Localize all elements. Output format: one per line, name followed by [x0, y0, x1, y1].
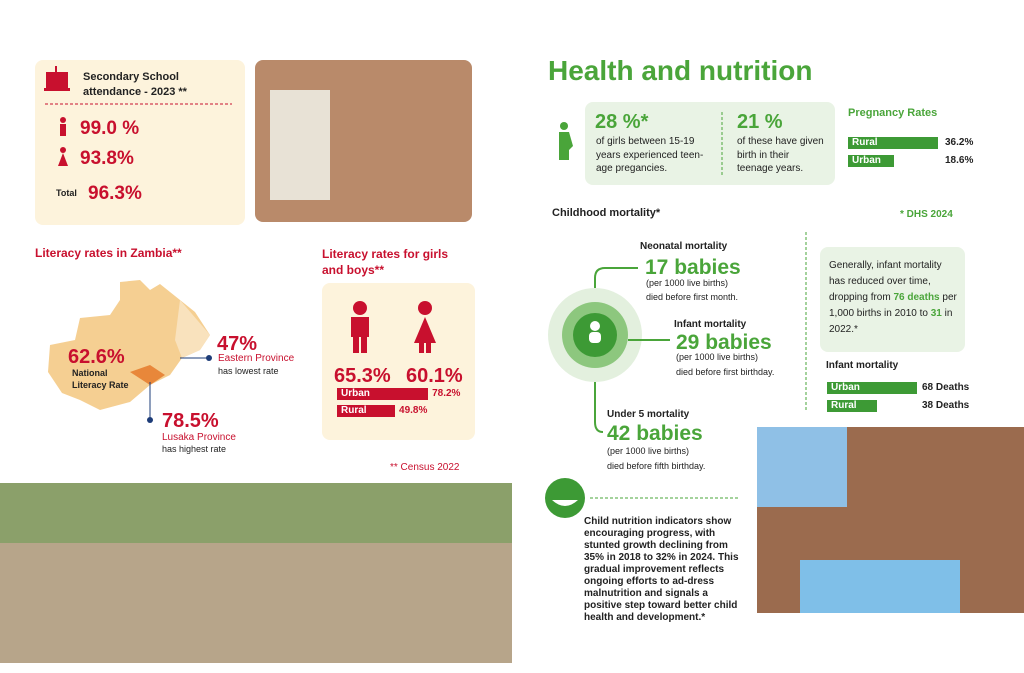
neonatal-unit: (per 1000 live births) [646, 278, 729, 288]
census-note: ** Census 2022 [390, 462, 460, 473]
girls-literacy: 60.1% [406, 365, 463, 387]
bar-label: Urban [831, 382, 860, 393]
nutrition-icon [545, 478, 585, 518]
pregnancy-rates-title: Pregnancy Rates [848, 107, 938, 119]
under5-unit: (per 1000 live births) [607, 446, 690, 456]
baby-icon [589, 321, 601, 343]
bar-label: Rural [831, 400, 857, 411]
eastern-rate: 47% [217, 333, 258, 355]
photo-sky [757, 427, 847, 507]
photo-board [270, 90, 330, 200]
lusaka-note: has highest rate [162, 444, 227, 454]
bar-value: 78.2% [432, 388, 461, 399]
bar [827, 382, 917, 394]
infant-title: Infant mortality [674, 319, 747, 330]
eastern-label: Eastern Province [218, 353, 295, 364]
teen-birth-value: 21 % [737, 111, 783, 133]
under5-text: died before fifth birthday. [607, 461, 706, 471]
bar [827, 400, 878, 412]
mortality-title: Childhood mortality* [552, 207, 661, 219]
note-highlight: 76 deaths [893, 292, 940, 303]
gender-icons [351, 301, 436, 353]
boys-attendance: 99.0 % [80, 118, 140, 139]
bar-value: 49.8% [399, 405, 428, 416]
infant-note: Generally, infant mortality has reduced … [829, 258, 957, 338]
bar-value: 18.6% [945, 155, 974, 166]
note-text: per 1,000 births in 2010 to [829, 292, 957, 319]
teen-pregnancy-value: 28 %* [595, 111, 649, 133]
school-card [35, 60, 245, 225]
bar [337, 405, 396, 417]
nutrition-text: Child nutrition indicators show encourag… [584, 516, 739, 623]
girls-attendance: 93.8% [80, 148, 134, 169]
photo-trees [0, 483, 512, 543]
teen-birth-text: of these have given birth in their teena… [737, 136, 824, 174]
infant-value: 29 babies [676, 331, 772, 354]
pointer-dot [206, 355, 212, 361]
total-label: Total [56, 188, 77, 198]
national-rate: 62.6% [68, 346, 125, 368]
bar-value: 36.2% [945, 137, 974, 148]
under5-title: Under 5 mortality [607, 409, 690, 420]
connector [594, 267, 638, 288]
person-icons [58, 117, 68, 166]
neonatal-title: Neonatal mortality [640, 241, 728, 252]
pointer-dot [147, 417, 153, 423]
infant-text: died before first birthday. [676, 367, 775, 377]
school-title: Secondary School attendance - 2023 ** [83, 71, 187, 98]
bar-label: Urban [852, 155, 881, 166]
bowl [552, 500, 578, 506]
section-title: Literacy rates for girls and boys** [322, 247, 449, 278]
bar [337, 388, 429, 400]
bar-label: Rural [341, 405, 367, 416]
bar-label: Rural [852, 137, 878, 148]
pregnant-icon [559, 122, 573, 160]
national-label: National Literacy Rate [72, 368, 129, 391]
bar-label: Urban [341, 388, 370, 399]
bar-value: 68 Deaths [922, 382, 970, 393]
bar-value: 38 Deaths [922, 400, 970, 411]
pregnancy-card [585, 102, 835, 185]
note-text: Generally, infant mortality has reduced … [829, 260, 942, 303]
neonatal-value: 17 babies [645, 256, 741, 279]
eastern-note: has lowest rate [218, 366, 279, 376]
connector [594, 382, 604, 433]
photo-shirt [800, 560, 960, 613]
source: * DHS 2024 [900, 209, 953, 220]
page-title: Health and nutrition [548, 55, 813, 86]
infant-deaths-title: Infant mortality [826, 360, 899, 371]
infant-unit: (per 1000 live births) [676, 352, 759, 362]
note-card [820, 247, 965, 352]
neonatal-text: died before first month. [646, 292, 739, 302]
section-title: Literacy rates in Zambia** [35, 246, 182, 260]
lusaka-province [130, 365, 165, 385]
lusaka-label: Lusaka Province [162, 432, 236, 443]
boys-literacy: 65.3% [334, 365, 391, 387]
zambia-map [48, 280, 210, 410]
bar [848, 137, 939, 149]
under5-value: 42 babies [607, 422, 703, 445]
lusaka-rate: 78.5% [162, 410, 219, 432]
eastern-province [175, 300, 210, 358]
note-highlight: 31 [930, 308, 942, 319]
teen-pregnancy-text: of girls between 15-19 years experienced… [596, 136, 704, 174]
bar [848, 155, 895, 167]
note-text: in 2022.* [829, 308, 953, 335]
total-attendance: 96.3% [88, 183, 142, 204]
school-icon [44, 66, 70, 91]
